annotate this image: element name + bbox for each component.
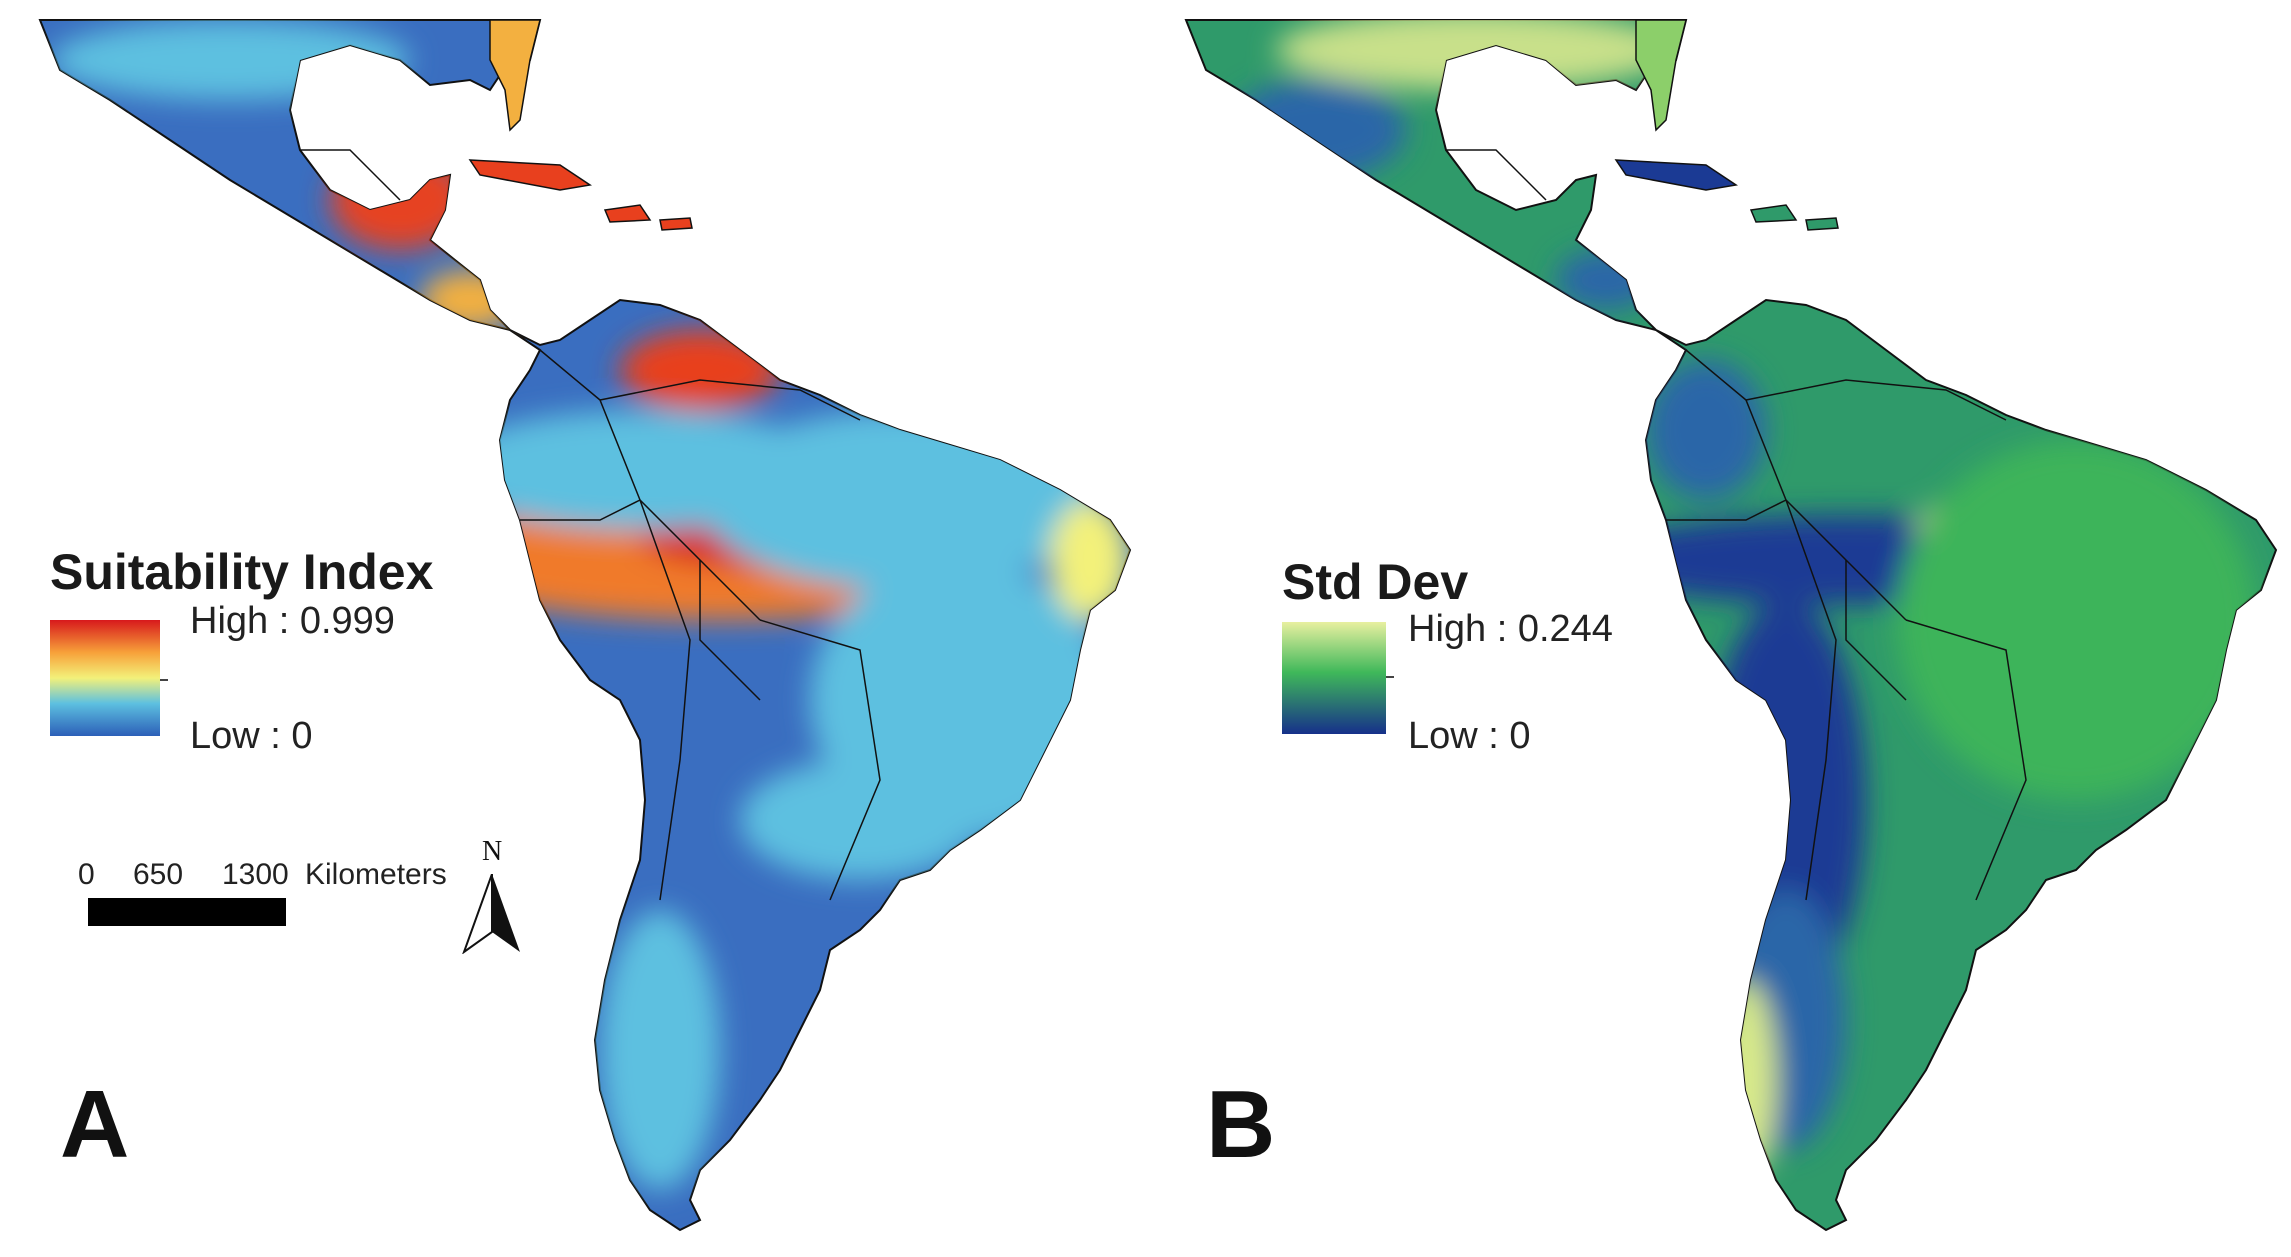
scale-tick-1300: 1300 bbox=[222, 858, 289, 891]
scale-tick-650: 650 bbox=[133, 858, 184, 891]
caribbean-islands bbox=[468, 159, 693, 231]
ramp-tick bbox=[1386, 676, 1394, 678]
legend-high-label: High : 0.999 bbox=[190, 600, 395, 642]
panel-b-stddev-map: Std Dev High : 0.244 Low : 0 B bbox=[1146, 0, 2291, 1257]
legend-low-label: Low : 0 bbox=[190, 715, 313, 757]
country-borders bbox=[300, 149, 881, 901]
legend-low-label: Low : 0 bbox=[1408, 715, 1531, 757]
legend-title: Suitability Index bbox=[50, 544, 434, 600]
legend-high-label: High : 0.244 bbox=[1408, 608, 1613, 650]
panel-letter: A bbox=[60, 1071, 130, 1178]
stddev-map-canvas bbox=[1184, 19, 2278, 1232]
country-borders bbox=[1446, 149, 2027, 901]
landmass-shape bbox=[1184, 19, 2278, 1232]
ramp-tick bbox=[160, 679, 168, 681]
scale-tick-0: 0 bbox=[78, 858, 95, 891]
suitability-surface bbox=[50, 20, 1130, 1190]
legend-title: Std Dev bbox=[1282, 554, 1469, 610]
scale-unit: Kilometers bbox=[305, 858, 447, 891]
panel-a-suitability-map: Suitability Index High : 0.999 Low : 0 0… bbox=[0, 0, 1145, 1257]
color-ramp bbox=[50, 620, 160, 736]
panel-letter: B bbox=[1206, 1071, 1276, 1178]
color-ramp bbox=[1282, 622, 1386, 734]
suitability-map-canvas bbox=[38, 19, 1132, 1232]
caribbean-islands bbox=[1614, 159, 1839, 231]
scale-bar bbox=[88, 898, 286, 926]
north-arrow-icon bbox=[462, 874, 520, 954]
north-label: N bbox=[482, 836, 503, 867]
